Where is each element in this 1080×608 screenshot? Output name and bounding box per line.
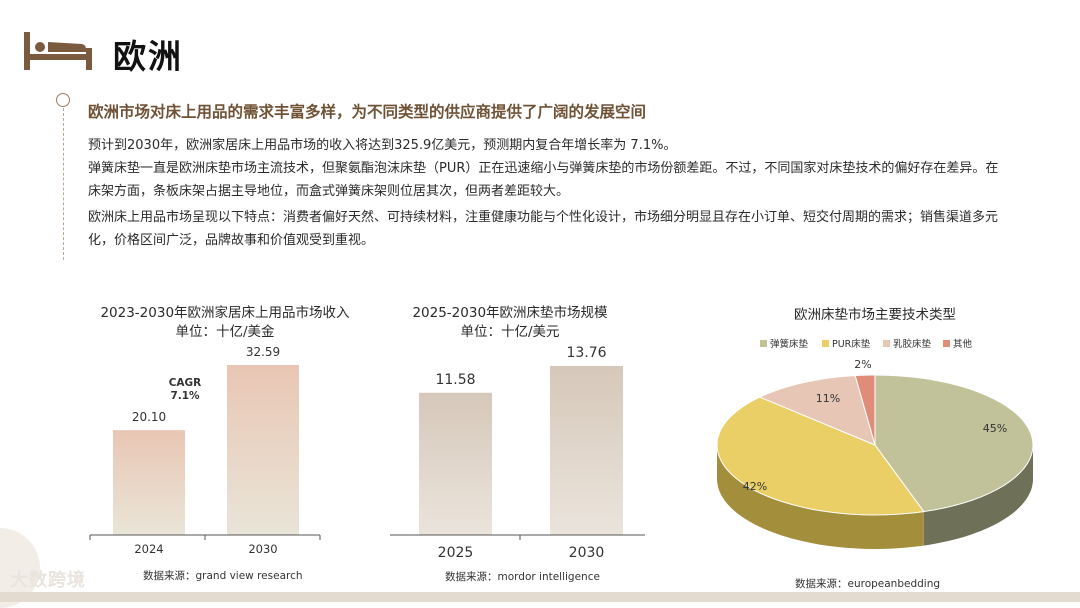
bed-icon: [24, 32, 92, 70]
legend-swatch: [822, 340, 829, 347]
chart2-title: 2025-2030年欧洲床垫市场规模: [412, 305, 608, 321]
cagr-value: 7.1%: [170, 390, 200, 402]
page-header: 欧洲: [0, 0, 1080, 90]
x-tick-label: 2024: [134, 542, 163, 556]
cagr-label: CAGR: [169, 377, 202, 389]
timeline-line: [63, 108, 64, 260]
chart2-subtitle: 单位：十亿/美元: [460, 324, 560, 340]
bar-2030: [550, 366, 623, 535]
pie-slice-PUR床垫: [716, 396, 925, 516]
chart2-source: 数据来源：mordor intelligence: [445, 571, 600, 583]
legend-label: PUR床垫: [832, 338, 871, 350]
x-tick-label: 2030: [569, 545, 605, 561]
timeline-dot: [56, 93, 70, 107]
bar-2030: [227, 365, 299, 535]
pie-slice-乳胶床垫: [758, 375, 876, 446]
legend-label: 其他: [953, 338, 973, 350]
legend-label: 弹簧床垫: [770, 338, 809, 350]
bar-value-label: 11.58: [435, 372, 475, 388]
x-tick-label: 2025: [438, 545, 474, 561]
page-title: 欧洲: [113, 37, 183, 76]
chart3-source: 数据来源：europeanbedding: [795, 578, 941, 590]
legend-label: 乳胶床垫: [893, 338, 932, 350]
chart3-svg: 弹簧床垫 PUR床垫 乳胶床垫 其他 45% 42% 11% 2%: [716, 338, 1034, 549]
pie-slice-其他: [854, 374, 876, 446]
chart1-source: 数据来源：grand view research: [143, 570, 303, 582]
footer-bar: [0, 592, 1080, 602]
paragraph-1: 预计到2030年，欧洲家居床上用品市场的收入将达到325.9亿美元，预测期内复合…: [88, 138, 677, 153]
pie-value-label: 11%: [816, 392, 840, 405]
bar-2025: [419, 392, 492, 535]
chart1-subtitle: 单位：十亿/美金: [175, 324, 275, 340]
chart2-title-block: 2025-2030年欧洲床垫市场规模 单位：十亿/美元: [380, 304, 640, 342]
pie-side-1: [717, 445, 924, 549]
pie-value-label: 2%: [854, 358, 871, 371]
footer-logo: 大数跨境: [10, 570, 86, 591]
bar-value-label: 32.59: [246, 345, 280, 359]
chart2-svg: 11.58 2025 13.76 2030: [390, 345, 645, 561]
x-tick-label: 2030: [248, 542, 277, 556]
chart1-title: 2023-2030年欧洲家居床上用品市场收入: [100, 305, 350, 321]
paragraph-2: 弹簧床垫一直是欧洲床垫市场主流技术，但聚氨酯泡沫床垫（PUR）正在迅速缩小与弹簧…: [88, 161, 999, 199]
legend-swatch: [760, 340, 767, 347]
paragraph-3: 欧洲床上用品市场呈现以下特点：消费者偏好天然、可持续材料，注重健康功能与个性化设…: [88, 210, 999, 248]
bar-2024: [113, 430, 185, 535]
legend-swatch: [943, 340, 950, 347]
legend-swatch: [883, 340, 890, 347]
bar-value-label: 13.76: [566, 345, 606, 361]
bar-value-label: 20.10: [132, 410, 166, 424]
pie-value-label: 42%: [743, 480, 767, 493]
pie-side-0: [923, 445, 1033, 546]
pie-slice-弹簧床垫: [874, 374, 1034, 513]
chart1-title-block: 2023-2030年欧洲家居床上用品市场收入 单位：十亿/美金: [70, 304, 380, 342]
chart3-title: 欧洲床垫市场主要技术类型: [794, 307, 956, 323]
pie-value-label: 45%: [983, 422, 1007, 435]
section-headline: 欧洲市场对床上用品的需求丰富多样，为不同类型的供应商提供了广阔的发展空间: [88, 103, 647, 121]
